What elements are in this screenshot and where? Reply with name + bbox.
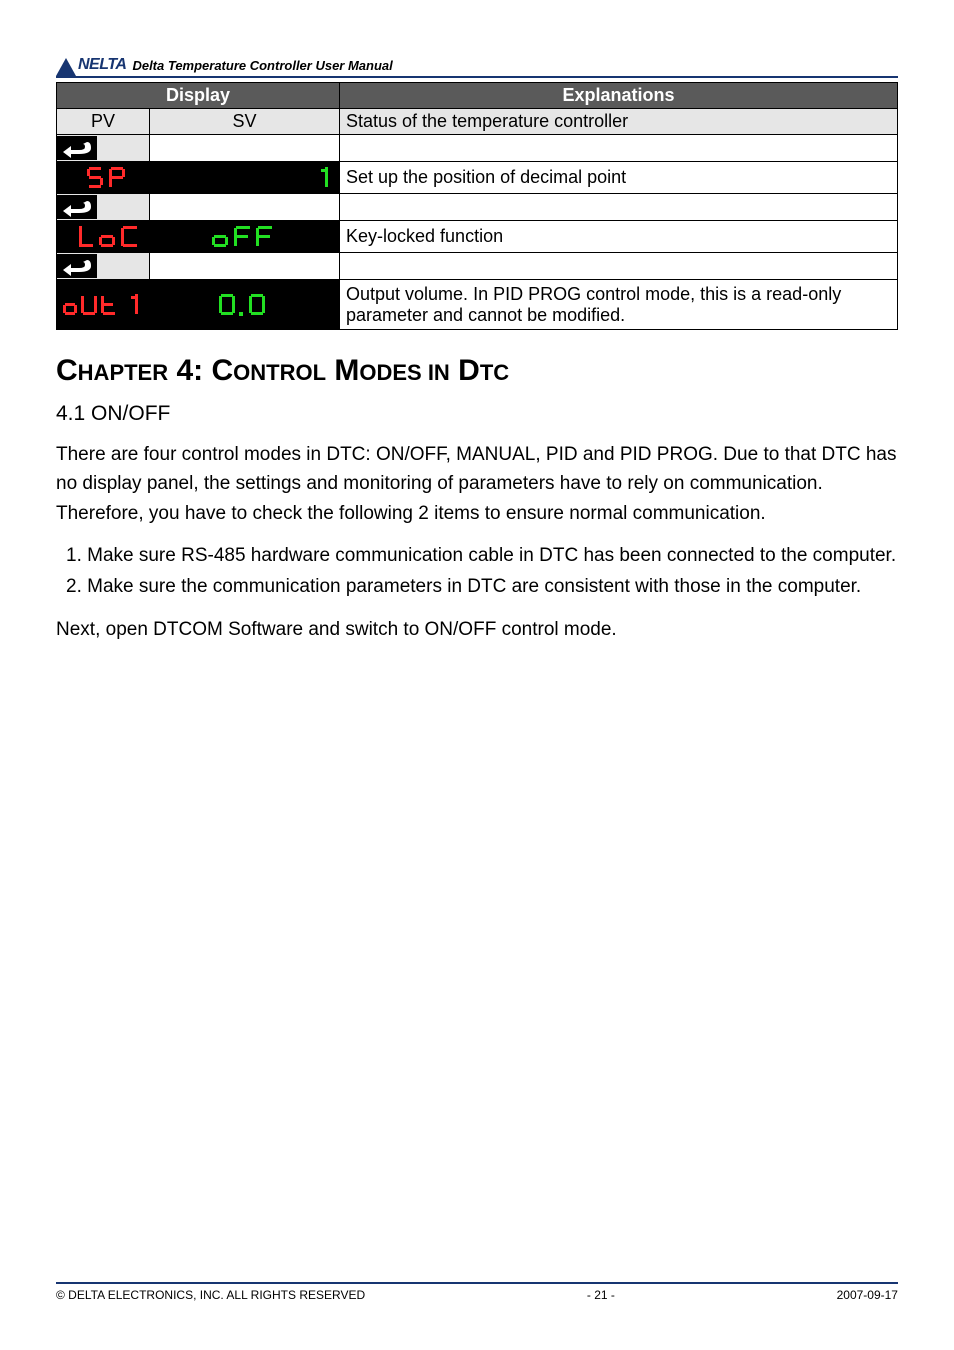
seg-out-pv [57,280,150,330]
list-item-1: 1. Make sure RS-485 hardware communicati… [66,542,898,571]
subheader-pv: PV [57,109,150,135]
empty-cell [340,135,898,162]
empty-cell [150,194,340,221]
page-header: NELTA Delta Temperature Controller User … [56,56,898,78]
seven-seg-icon [85,165,145,191]
seven-seg-icon [210,224,280,250]
seven-seg-icon [217,292,273,318]
arrow-cell-3 [57,253,150,280]
display-table: Display Explanations PV SV Status of the… [56,82,898,330]
empty-cell [340,253,898,280]
seven-seg-icon [75,224,145,250]
row-status: Status of the temperature controller [340,109,898,135]
return-arrow-icon [57,195,97,219]
section-4-1: 4.1 ON/OFF [56,402,898,426]
numbered-list: 1. Make sure RS-485 hardware communicati… [66,542,898,601]
seven-seg-icon [61,292,145,318]
footer-center: - 21 - [587,1288,615,1302]
page-footer: © DELTA ELECTRONICS, INC. ALL RIGHTS RES… [56,1282,898,1302]
arrow-cell-1 [57,135,150,162]
manual-title: Delta Temperature Controller User Manual [132,58,392,74]
empty-cell [340,194,898,221]
empty-cell [150,253,340,280]
seg-loc-sv [150,221,340,253]
subheader-sv: SV [150,109,340,135]
row-decimal: Set up the position of decimal point [340,162,898,194]
seg-sp-sv [150,162,340,194]
seven-seg-icon [311,165,335,191]
logo: NELTA [56,56,126,74]
footer-left: © DELTA ELECTRONICS, INC. ALL RIGHTS RES… [56,1288,365,1302]
return-arrow-icon [57,254,97,278]
row-lock: Key-locked function [340,221,898,253]
arrow-cell-2 [57,194,150,221]
return-arrow-icon [57,136,97,160]
logo-triangle-icon [56,58,76,76]
logo-text: NELTA [78,56,126,74]
header-display: Display [57,83,340,109]
seg-out-sv [150,280,340,330]
empty-cell [150,135,340,162]
seg-sp-pv [57,162,150,194]
list-item-2: 2. Make sure the communication parameter… [66,573,898,602]
body-p1: There are four control modes in DTC: ON/… [56,440,898,528]
row-out: Output volume. In PID PROG control mode,… [340,280,898,330]
chapter-title: CHAPTER 4: CONTROL MODES IN DTC [56,354,898,388]
footer-right: 2007-09-17 [837,1288,898,1302]
seg-loc-pv [57,221,150,253]
body-p2: Next, open DTCOM Software and switch to … [56,615,898,644]
header-explanations: Explanations [340,83,898,109]
